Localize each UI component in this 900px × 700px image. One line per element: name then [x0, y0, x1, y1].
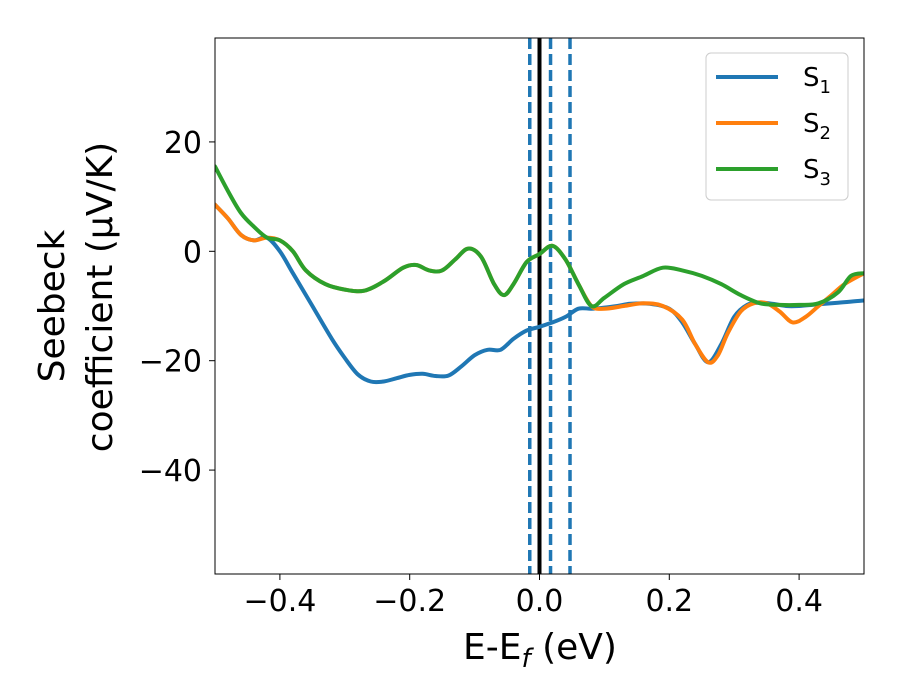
x-tick-label: −0.4: [243, 584, 316, 619]
x-axis-label: E-Ef (eV): [463, 627, 617, 674]
reference-lines: [528, 38, 572, 574]
y-tick-label: −20: [139, 345, 202, 380]
y-axis: 20 0 −20 −40: [139, 126, 215, 489]
legend-frame: [705, 52, 849, 201]
x-tick-label: 0.0: [516, 584, 564, 619]
y-axis-label-line1: Seebeck: [32, 229, 73, 382]
series-layer: [215, 164, 864, 385]
y-tick-label: −40: [139, 454, 202, 489]
legend: S1 S2 S3: [705, 52, 849, 201]
x-tick-label: 0.2: [645, 584, 693, 619]
legend-label-s2: S2: [803, 109, 831, 144]
series-line-s3: [215, 164, 864, 309]
x-tick-label: 0.4: [775, 584, 823, 619]
legend-label-s1: S1: [803, 63, 831, 98]
y-tick-label: 0: [183, 235, 202, 270]
x-tick-label: −0.2: [373, 584, 446, 619]
y-axis-label: Seebeck coefficient (μV/K): [32, 142, 121, 452]
y-tick-label: 20: [164, 126, 202, 161]
legend-label-s3: S3: [803, 155, 831, 190]
x-axis: −0.4 −0.2 0.0 0.2 0.4: [243, 574, 823, 619]
y-axis-label-line2: coefficient (μV/K): [80, 142, 121, 452]
